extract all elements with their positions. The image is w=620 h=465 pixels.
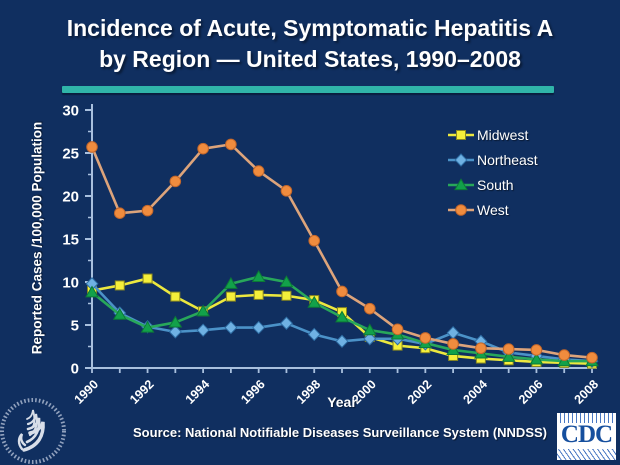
data-point: [308, 234, 321, 247]
chart-title: Incidence of Acute, Symptomatic Hepatiti…: [0, 13, 620, 75]
y-tick-label: 0: [71, 361, 79, 378]
legend-marker-circle-icon: [448, 203, 474, 216]
y-tick-label: 5: [71, 318, 79, 335]
data-point: [85, 285, 99, 298]
y-axis-title: Reported Cases /100,000 Population: [29, 121, 45, 355]
data-point: [475, 342, 487, 355]
data-point: [280, 185, 293, 197]
y-tick-label: 20: [62, 189, 79, 206]
data-point: [196, 323, 210, 337]
data-point: [419, 332, 432, 344]
data-point: [170, 291, 181, 302]
data-point: [446, 326, 460, 340]
data-point: [455, 203, 467, 216]
legend-marker-triangle-icon: [448, 177, 474, 190]
legend-label: Northeast: [477, 151, 538, 168]
cdc-logo-stripes-top: [557, 413, 616, 423]
legend-label: West: [477, 201, 509, 218]
legend-item-south: South: [447, 172, 538, 197]
data-point: [113, 207, 126, 219]
data-point: [586, 351, 598, 364]
data-point: [335, 334, 349, 349]
data-point: [502, 343, 515, 355]
data-point: [168, 325, 182, 339]
y-tick-label: 10: [62, 275, 79, 292]
data-point: [141, 204, 154, 217]
legend-label: Midwest: [477, 126, 529, 143]
data-point: [391, 323, 404, 336]
series-west: [86, 138, 598, 364]
x-axis-title: Year: [327, 394, 357, 410]
data-point: [363, 302, 376, 315]
cdc-logo-text: CDC: [560, 421, 613, 448]
y-tick-label: 25: [62, 146, 79, 163]
hhs-eagle-icon: [17, 409, 45, 452]
data-point: [140, 320, 155, 333]
data-point: [362, 323, 377, 336]
hhs-seal-ring: [0, 398, 66, 464]
legend-marker-diamond-icon: [448, 152, 474, 167]
y-tick-label: 15: [62, 232, 79, 249]
data-point: [530, 344, 543, 356]
source-text: Source: National Notifiable Diseases Sur…: [133, 425, 547, 440]
data-point: [114, 280, 125, 291]
data-point: [168, 315, 183, 328]
legend-label: South: [477, 176, 514, 193]
chart-title-line2: by Region — United States, 1990–2008: [99, 46, 521, 72]
data-point: [279, 275, 294, 288]
data-point: [363, 332, 377, 346]
data-point: [224, 320, 238, 335]
data-point: [454, 152, 468, 167]
legend-item-midwest: Midwest: [447, 122, 538, 147]
data-point: [197, 142, 209, 155]
data-point: [251, 270, 266, 282]
data-point: [224, 276, 238, 289]
cdc-logo-stripes-bottom: [557, 449, 616, 460]
data-point: [112, 307, 127, 320]
series-south: [85, 270, 599, 367]
legend-item-west: West: [447, 197, 538, 222]
legend-item-northeast: Northeast: [447, 147, 538, 172]
legend-marker-square-icon: [448, 129, 474, 140]
data-point: [225, 291, 236, 302]
data-point: [529, 352, 544, 365]
data-point: [225, 138, 237, 151]
data-point: [169, 175, 182, 188]
data-point: [281, 290, 292, 301]
data-point: [253, 289, 264, 300]
data-point: [456, 129, 466, 140]
data-point: [307, 295, 322, 308]
cdc-logo: CDC: [557, 413, 616, 460]
data-point: [447, 338, 459, 350]
data-point: [501, 350, 516, 362]
data-point: [454, 177, 468, 190]
data-point: [196, 304, 210, 317]
title-divider: [62, 86, 554, 93]
data-point: [558, 349, 571, 361]
data-point: [335, 310, 349, 323]
chart-title-line1: Incidence of Acute, Symptomatic Hepatiti…: [66, 15, 554, 41]
hhs-logo: [0, 398, 66, 464]
data-point: [252, 165, 265, 177]
data-point: [252, 320, 266, 335]
data-point: [279, 316, 293, 330]
legend: Midwest Northeast South West: [447, 122, 538, 222]
data-point: [86, 141, 98, 153]
data-point: [336, 285, 348, 298]
data-point: [142, 273, 153, 284]
y-tick-label: 30: [62, 103, 79, 120]
data-point: [307, 327, 321, 342]
